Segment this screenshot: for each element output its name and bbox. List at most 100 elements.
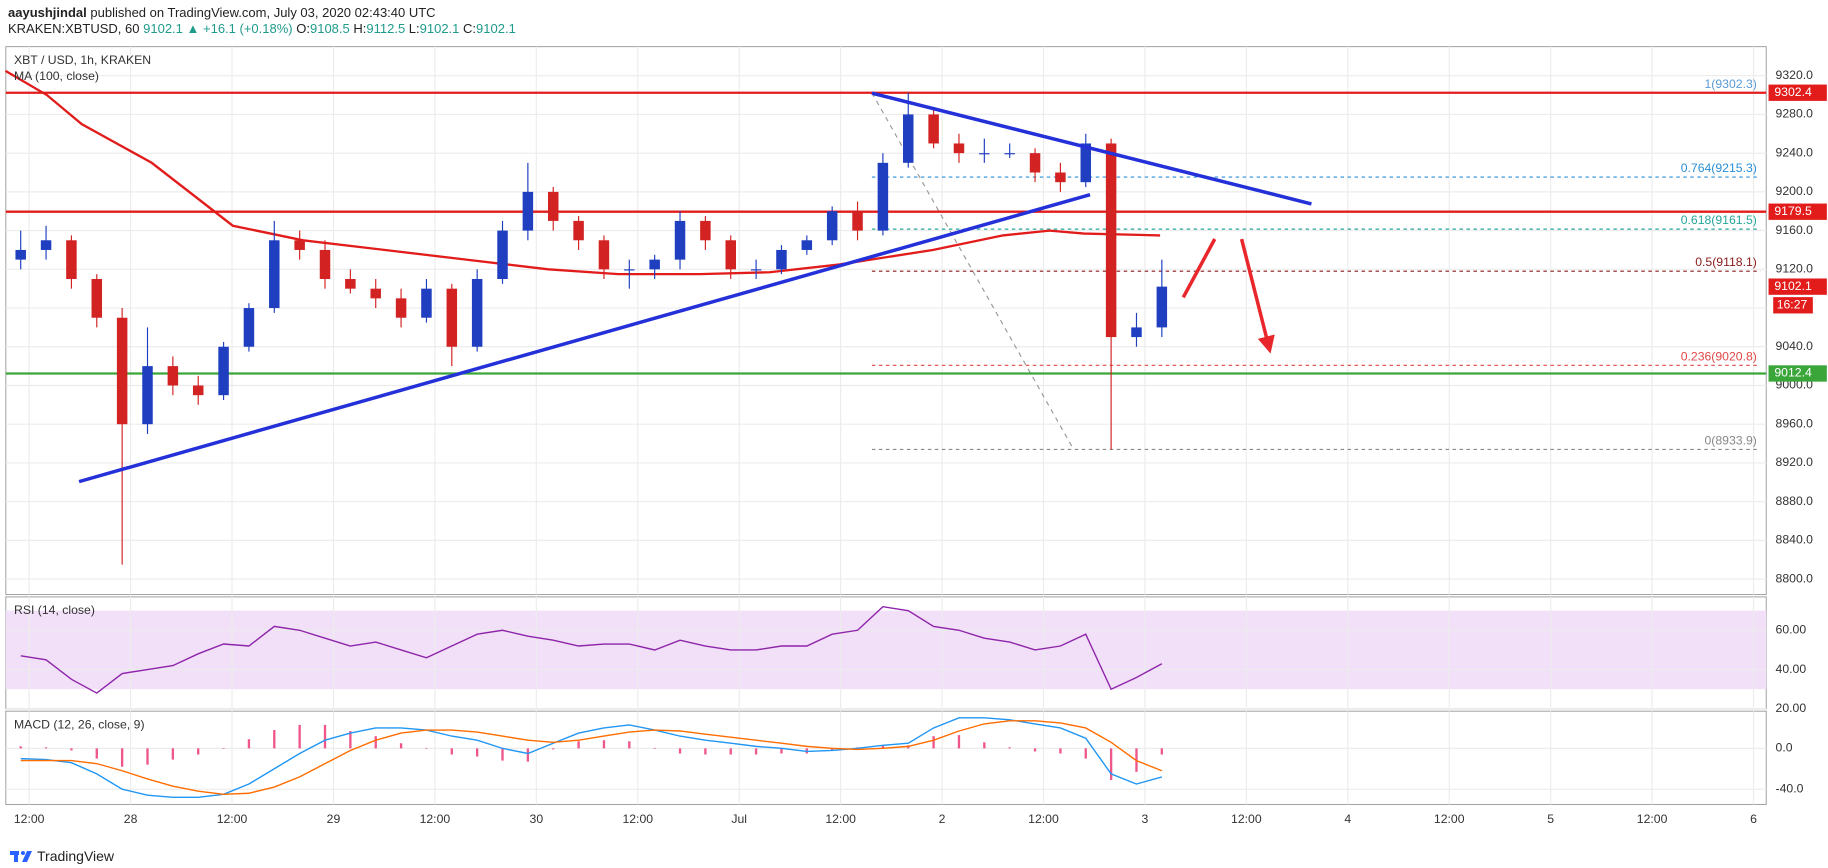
- symbol: KRAKEN:XBTUSD, 60: [8, 21, 140, 36]
- macd-histogram-bar: [957, 735, 961, 749]
- level-label: 9302.4: [1774, 85, 1812, 99]
- x-tick-label: 4: [1344, 812, 1351, 826]
- countdown-label: 16:27: [1777, 298, 1808, 312]
- macd-histogram-bar: [374, 736, 377, 749]
- logo: [10, 851, 32, 862]
- macd-histogram-bar: [501, 748, 504, 761]
- macd-histogram-bar: [247, 739, 251, 749]
- y-tick-label: 8960.0: [1776, 416, 1814, 430]
- y-tick-label: 60.00: [1776, 623, 1807, 637]
- panel-title: XBT / USD, 1h, KRAKEN: [14, 53, 151, 67]
- y-tick-label: 9040.0: [1776, 339, 1814, 353]
- candle-body: [649, 259, 660, 270]
- y-tick-label: -40.0: [1776, 781, 1804, 795]
- ma-label: MA (100, close): [14, 69, 99, 83]
- macd-histogram-bar: [526, 748, 530, 762]
- candle-body: [319, 249, 331, 279]
- x-tick-label: 12:00: [622, 812, 653, 826]
- fib-label: 1(9302.3): [1705, 77, 1757, 91]
- x-tick-label: 2: [939, 812, 946, 826]
- candle-body: [167, 366, 179, 386]
- macd-histogram-bar: [881, 745, 885, 749]
- macd-histogram-bar: [602, 740, 606, 749]
- ohlc-key: C:: [463, 21, 477, 36]
- candle-body: [826, 211, 838, 241]
- published: published on TradingView.com, July 03, 2…: [90, 5, 436, 20]
- author: aayushjindal: [8, 5, 87, 20]
- macd-histogram-bar: [729, 748, 732, 755]
- candle-body: [700, 220, 711, 241]
- level-badge: [1768, 203, 1827, 220]
- candle-body: [192, 385, 204, 396]
- price-label: 9102.1: [1774, 279, 1812, 293]
- rsi-line: [20, 605, 1163, 694]
- arrow-down: [1239, 238, 1275, 354]
- x-tick-label: 30: [530, 812, 544, 826]
- price-badge: [1768, 278, 1827, 295]
- candle-body: [725, 240, 736, 270]
- macd-histogram-bar: [678, 748, 682, 754]
- macd-histogram-bar: [19, 746, 22, 749]
- macd-histogram-bar: [273, 730, 276, 749]
- macd-histogram-bar: [1059, 748, 1062, 754]
- rsi-band: [5, 610, 1767, 690]
- macd-histogram-bar: [653, 748, 656, 749]
- candle-body: [903, 114, 914, 163]
- macd-histogram-bar: [95, 748, 98, 759]
- candle-body: [1080, 143, 1092, 183]
- macd-line: [20, 717, 1163, 799]
- macd-histogram-bar: [171, 748, 175, 760]
- y-tick-label: 8920.0: [1776, 455, 1814, 469]
- candle-body: [1105, 143, 1117, 338]
- macd-histogram-bar: [425, 748, 428, 749]
- price: 9102.1: [143, 21, 183, 36]
- macd-histogram-bar: [1109, 748, 1113, 780]
- publish-line: aayushjindal published on TradingView.co…: [8, 5, 436, 20]
- footer: TradingView: [10, 848, 114, 864]
- x-tick-label: 12:00: [825, 812, 856, 826]
- x-tick-label: Jul: [731, 812, 747, 826]
- x-tick-label: 12:00: [217, 812, 248, 826]
- candle-body: [852, 211, 863, 231]
- candle-body: [624, 269, 635, 271]
- macd-line: [20, 720, 1163, 795]
- candle-body: [1029, 153, 1041, 173]
- candle-body: [928, 114, 939, 144]
- fib-label: 0(8933.9): [1705, 434, 1757, 448]
- macd-histogram-bar: [475, 748, 479, 757]
- candle-body: [573, 220, 584, 241]
- y-tick-label: 9160.0: [1776, 223, 1814, 237]
- plot-layer: 8800.08840.08880.08920.08960.09000.09040…: [4, 46, 1827, 826]
- candle-body: [116, 317, 128, 425]
- macd-histogram-bar: [754, 748, 758, 755]
- macd-histogram-bar: [146, 748, 149, 765]
- candle-body: [877, 162, 889, 231]
- macd-histogram-bar: [983, 742, 986, 749]
- level-label: 9012.4: [1774, 366, 1812, 380]
- candle-body: [66, 240, 77, 279]
- candle-body: [446, 288, 458, 347]
- candle-body: [421, 288, 432, 318]
- candle-body: [547, 191, 559, 221]
- y-tick-label: 9240.0: [1776, 145, 1814, 159]
- candle-body: [395, 298, 407, 318]
- panel-frame: [5, 710, 1767, 805]
- macd-histogram-bar: [298, 724, 301, 749]
- level-badge: [1768, 84, 1827, 101]
- panel-title: RSI (14, close): [14, 603, 95, 617]
- level-badge: [1768, 365, 1827, 382]
- x-tick-label: 6: [1750, 812, 1757, 826]
- candle-body: [953, 143, 965, 154]
- x-tick-label: 12:00: [1434, 812, 1465, 826]
- fib-label: 0.236(9020.8): [1681, 349, 1757, 363]
- macd-histogram-bar: [1160, 748, 1164, 755]
- symbol-line: KRAKEN:XBTUSD, 60 9102.1 ▲ +16.1 (+0.18%…: [8, 21, 516, 36]
- panel-title: MACD (12, 26, close, 9): [14, 717, 145, 731]
- candle-body: [40, 240, 52, 250]
- y-tick-label: 0.0: [1776, 741, 1793, 755]
- candle-body: [801, 240, 813, 250]
- y-tick-label: 9280.0: [1776, 107, 1814, 121]
- macd-histogram-bar: [704, 748, 707, 755]
- ohlc-value: 9108.5: [309, 21, 350, 36]
